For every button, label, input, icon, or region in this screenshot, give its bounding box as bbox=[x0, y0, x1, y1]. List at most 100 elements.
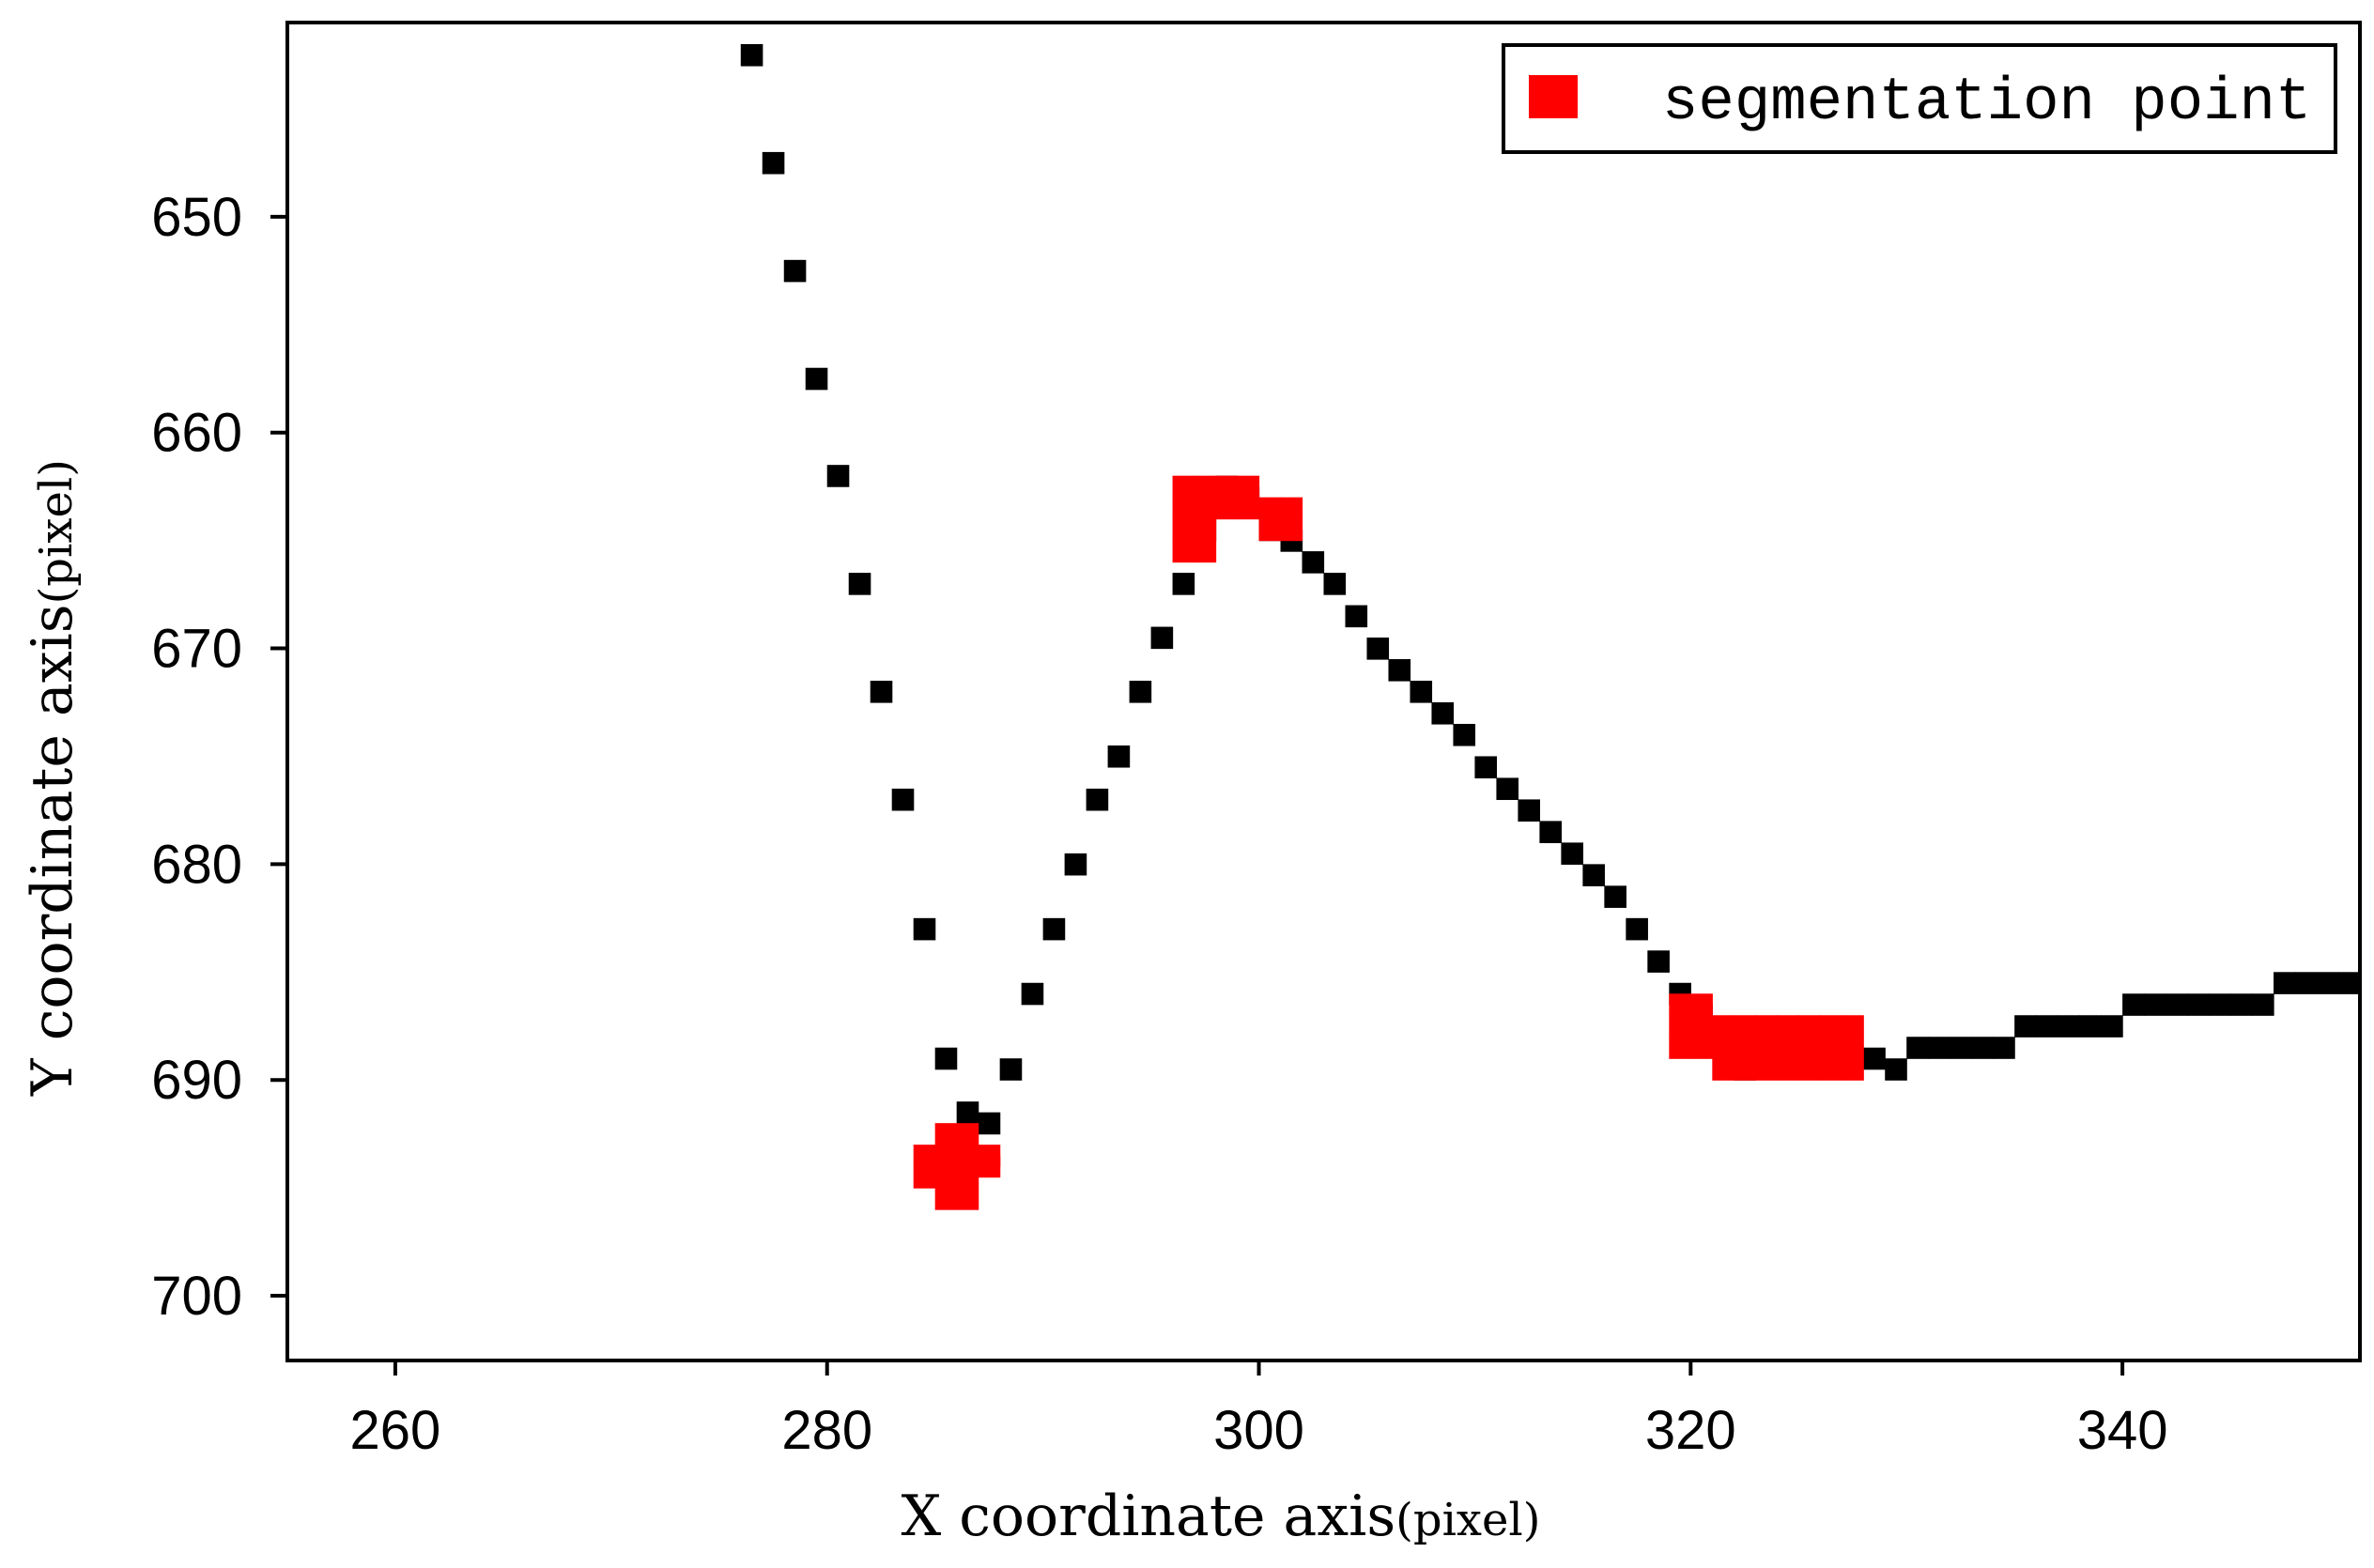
x-axis-unit: (pixel) bbox=[1395, 1494, 1540, 1546]
plot-frame bbox=[285, 21, 2362, 1362]
segmentation-point bbox=[1842, 1037, 1864, 1059]
contour-pixel bbox=[1971, 1037, 1994, 1059]
segmentation-point bbox=[1798, 1015, 1821, 1038]
contour-pixel bbox=[1604, 885, 1626, 908]
segmentation-point bbox=[934, 1145, 958, 1167]
contour-pixel bbox=[2295, 972, 2318, 994]
contour-pixel bbox=[978, 1112, 1001, 1135]
segmentation-point bbox=[1755, 1037, 1778, 1059]
contour-pixel bbox=[1323, 573, 1347, 595]
segmentation-point bbox=[1194, 497, 1217, 520]
segmentation-point bbox=[1669, 1015, 1691, 1038]
segmentation-point bbox=[934, 1123, 958, 1145]
contour-pixel bbox=[1302, 551, 1325, 574]
x-axis-ticks: 260 280 300 320 340 bbox=[350, 1360, 2168, 1461]
contour-pixel bbox=[1539, 821, 1562, 843]
segmentation-point bbox=[934, 1166, 958, 1189]
segmentation-point bbox=[1777, 1058, 1799, 1081]
segmentation-point bbox=[1734, 1058, 1756, 1081]
contour-pixel bbox=[934, 1047, 958, 1070]
contour-pixel bbox=[2274, 972, 2296, 994]
segmentation-point bbox=[1690, 1015, 1713, 1038]
contour-pixel bbox=[1561, 842, 1583, 865]
segmentation-point bbox=[956, 1123, 979, 1145]
contour-pixel bbox=[1388, 659, 1411, 682]
contour-pixel bbox=[2166, 993, 2188, 1016]
segmentation-point bbox=[1777, 1015, 1799, 1038]
segmentation-point bbox=[1734, 1015, 1756, 1038]
contour-pixel bbox=[1582, 864, 1605, 886]
segmentation-point bbox=[1280, 518, 1303, 542]
contour-pixel bbox=[2252, 993, 2274, 1016]
segmentation-point bbox=[1194, 518, 1217, 542]
contour-pixel bbox=[1366, 638, 1390, 660]
contour-pixel bbox=[783, 259, 807, 283]
segmentation-point bbox=[1237, 475, 1260, 499]
segmentation-point bbox=[1690, 1037, 1713, 1059]
legend: segmentation point bbox=[1502, 43, 2337, 154]
contour-pixel bbox=[1345, 605, 1368, 628]
contour-pixel bbox=[1150, 626, 1174, 650]
contour-pixel bbox=[2058, 1015, 2080, 1038]
contour-pixel bbox=[1129, 681, 1152, 703]
contour-pixel bbox=[2079, 1015, 2102, 1038]
segmentation-point bbox=[1215, 497, 1239, 520]
contour-pixel bbox=[1086, 788, 1109, 811]
contour-pixel bbox=[1993, 1037, 2015, 1059]
contour-pixel bbox=[1906, 1037, 1929, 1059]
contour-pixel bbox=[1950, 1037, 1972, 1059]
contour-pixel bbox=[2101, 1015, 2123, 1038]
segmentation-point bbox=[1172, 497, 1195, 520]
segmentation-point bbox=[1280, 497, 1303, 520]
contour-pixel bbox=[870, 681, 893, 703]
x-tick-label: 280 bbox=[781, 1400, 872, 1461]
segmentation-point bbox=[1669, 1037, 1691, 1059]
segmentation-point bbox=[913, 1145, 936, 1167]
contour-pixel bbox=[848, 573, 871, 595]
segmentation-point bbox=[1820, 1015, 1842, 1038]
contour-pixel bbox=[913, 917, 936, 941]
contour-pixel bbox=[1885, 1058, 1907, 1081]
segmentation-point bbox=[1669, 993, 1691, 1016]
x-tick-label: 340 bbox=[2077, 1400, 2168, 1461]
segmentation-point bbox=[934, 1188, 958, 1210]
segmentation-point bbox=[1258, 497, 1282, 520]
segmentation-point bbox=[1712, 1015, 1734, 1038]
contour-pixel bbox=[2122, 993, 2145, 1016]
contour-pixel bbox=[1107, 745, 1131, 768]
contour-pixel bbox=[805, 367, 828, 391]
segmentation-point bbox=[1777, 1037, 1799, 1059]
contour-pixel bbox=[1863, 1047, 1886, 1070]
contour-pixel bbox=[2036, 1015, 2058, 1038]
y-tick-label: 650 bbox=[151, 187, 242, 248]
contour-pixel bbox=[999, 1058, 1023, 1081]
contour-pixel bbox=[2144, 993, 2166, 1016]
y-axis-ticks: 650 660 670 680 690 700 bbox=[151, 187, 287, 1327]
contour-pixel bbox=[1518, 799, 1540, 822]
segmentation-point bbox=[1194, 475, 1217, 499]
segmentation-point bbox=[1755, 1015, 1778, 1038]
segmentation-point bbox=[1712, 1058, 1734, 1081]
segmentation-point bbox=[978, 1155, 1001, 1178]
contour-pixel bbox=[956, 1101, 979, 1124]
x-tick-label: 300 bbox=[1213, 1400, 1304, 1461]
contour-pixel bbox=[1647, 950, 1670, 973]
contour-pixel bbox=[2230, 993, 2253, 1016]
y-tick-label: 680 bbox=[151, 834, 242, 895]
contour-pixel bbox=[1453, 723, 1476, 746]
segmentation-point bbox=[956, 1188, 979, 1210]
contour-pixel bbox=[1021, 982, 1044, 1006]
x-tick-label: 260 bbox=[350, 1400, 441, 1461]
segmentation-point bbox=[1215, 475, 1239, 499]
y-tick-label: 690 bbox=[151, 1050, 242, 1111]
contour-pixel bbox=[762, 151, 785, 175]
legend-box bbox=[1502, 43, 2337, 154]
segmentation-point bbox=[1172, 540, 1195, 563]
svg-text:X coordinate axis(pixel): X coordinate axis(pixel) bbox=[902, 1483, 1541, 1549]
plot-marks bbox=[740, 43, 2360, 1210]
contour-pixel bbox=[1064, 853, 1087, 876]
segmentation-point bbox=[1842, 1015, 1864, 1038]
contour-pixel bbox=[1496, 777, 1519, 801]
x-axis-title: X coordinate axis(pixel) bbox=[902, 1483, 1541, 1549]
